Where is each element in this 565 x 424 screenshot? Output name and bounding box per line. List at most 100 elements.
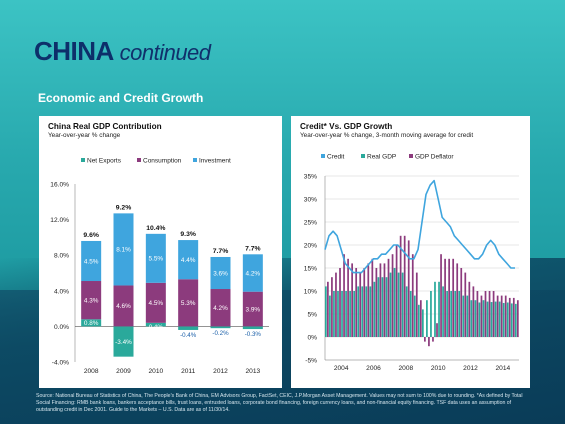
x2-tick-label: 2004 [334,365,349,372]
gdp-contribution-chart: Net Exports Consumption Investment 16.0% 12.… [50,158,269,375]
data-label: 4.6% [116,303,131,310]
bar-real-gdp [438,281,440,337]
bar-real-gdp [377,277,380,337]
slide-title: CHINA continued [34,36,211,67]
total-label: 7.7% [213,248,229,255]
bar-real-gdp [474,300,477,337]
x-tick-label: 2011 [181,368,196,375]
chart1-subtitle: Year-over-year % change [48,132,121,139]
bar-real-gdp [345,291,347,337]
bar-real-gdp [442,286,444,337]
chart2-title: Credit* Vs. GDP Growth [300,122,393,131]
credit-line [324,179,515,274]
bar-gdp-deflator [428,337,430,347]
bar-gdp-deflator [375,268,378,337]
bar-gdp-deflator [415,272,418,337]
bar-real-gdp [393,268,396,337]
data-label: 4.3% [84,297,99,304]
bar-real-gdp [361,286,364,337]
bar-gdp-deflator [448,258,450,337]
total-label: 9.2% [116,204,132,211]
y-tick-label: 4.0% [54,288,69,295]
bar-gdp-deflator [496,295,499,337]
bar-gdp-deflator [436,323,438,337]
bar-gdp-deflator [472,286,475,337]
x-tick-label: 2013 [245,368,260,375]
bar-real-gdp [498,301,501,337]
slide-subtitle: Economic and Credit Growth [38,91,204,105]
data-label: 0.8% [84,320,99,327]
bar-gdp-deflator [452,258,455,337]
bar-real-gdp [369,286,372,337]
bar-gdp-deflator [432,337,434,342]
bar-gdp-deflator [424,337,426,342]
bar-real-gdp [401,272,404,337]
data-label: -3.4% [115,339,132,346]
bar-gdp-deflator [327,281,329,337]
gdp-contribution-panel: China Real GDP Contribution Year-over-ye… [39,116,282,388]
bar-gdp-deflator [399,235,402,337]
bar-net-exports [242,326,263,330]
bar-gdp-deflator [480,295,483,337]
bar-net-exports [178,326,199,330]
bar-real-gdp [329,295,331,337]
bar-real-gdp [490,302,493,337]
slide-title-main: CHINA [34,36,113,66]
bar-gdp-deflator [355,268,358,337]
bar-investment [81,240,102,282]
bar-gdp-deflator [492,291,495,337]
y-tick-label: -4.0% [52,360,69,367]
y2-tick-label: 0% [307,335,317,342]
bar-gdp-deflator [460,268,463,337]
credit-gdp-panel: Credit* Vs. GDP Growth Year-over-year % … [291,116,530,388]
bar-net-exports [210,326,231,329]
bar-real-gdp [325,286,327,337]
bar-gdp-deflator [464,272,467,337]
bar-real-gdp [373,281,376,337]
y2-tick-label: 15% [304,266,317,273]
bar-gdp-deflator [403,235,406,337]
bar-real-gdp [385,277,388,337]
bar-gdp-deflator [383,263,386,337]
y-tick-label: 8.0% [54,253,69,260]
legend-label-0: Net Exports [87,158,122,165]
chart1-title: China Real GDP Contribution [48,122,162,131]
bar-gdp-deflator [363,268,366,337]
bar-gdp-deflator [407,240,410,337]
legend-label-2: Investment [199,158,231,165]
bar-gdp-deflator [343,254,345,337]
bar-real-gdp [426,300,428,337]
bar-real-gdp [353,291,356,337]
bar-consumption [145,282,166,323]
y2-tick-label: 5% [307,312,317,319]
bar-consumption [113,285,134,327]
data-label: 0.4% [149,324,164,331]
bar-real-gdp [349,291,351,337]
bar-real-gdp [462,295,465,337]
bar-gdp-deflator [391,254,394,337]
bar-real-gdp [510,303,513,337]
bar-gdp-deflator [411,254,414,337]
legend2-swatch-2 [409,154,413,158]
bar-real-gdp [502,302,505,337]
x-tick-label: 2009 [116,368,131,375]
bar-real-gdp [450,291,453,337]
bar-real-gdp [389,272,392,337]
bar-gdp-deflator [371,258,374,337]
total-label: 9.3% [180,231,196,238]
bar-investment [145,233,166,283]
bar-gdp-deflator [468,281,471,337]
legend2-label-2: GDP Deflator [415,154,454,161]
legend2-swatch-0 [321,154,325,158]
data-label: 4.5% [149,300,164,307]
y-tick-label: 16.0% [50,182,69,189]
bar-gdp-deflator [512,297,515,337]
data-label: 5.5% [149,256,164,263]
bar-real-gdp [381,277,384,337]
bar-investment [178,240,199,280]
legend-swatch-0 [81,158,85,162]
legend-label-1: Consumption [143,158,182,165]
bar-gdp-deflator [347,258,349,337]
bar-gdp-deflator [516,300,519,337]
bar-gdp-deflator [500,295,503,337]
